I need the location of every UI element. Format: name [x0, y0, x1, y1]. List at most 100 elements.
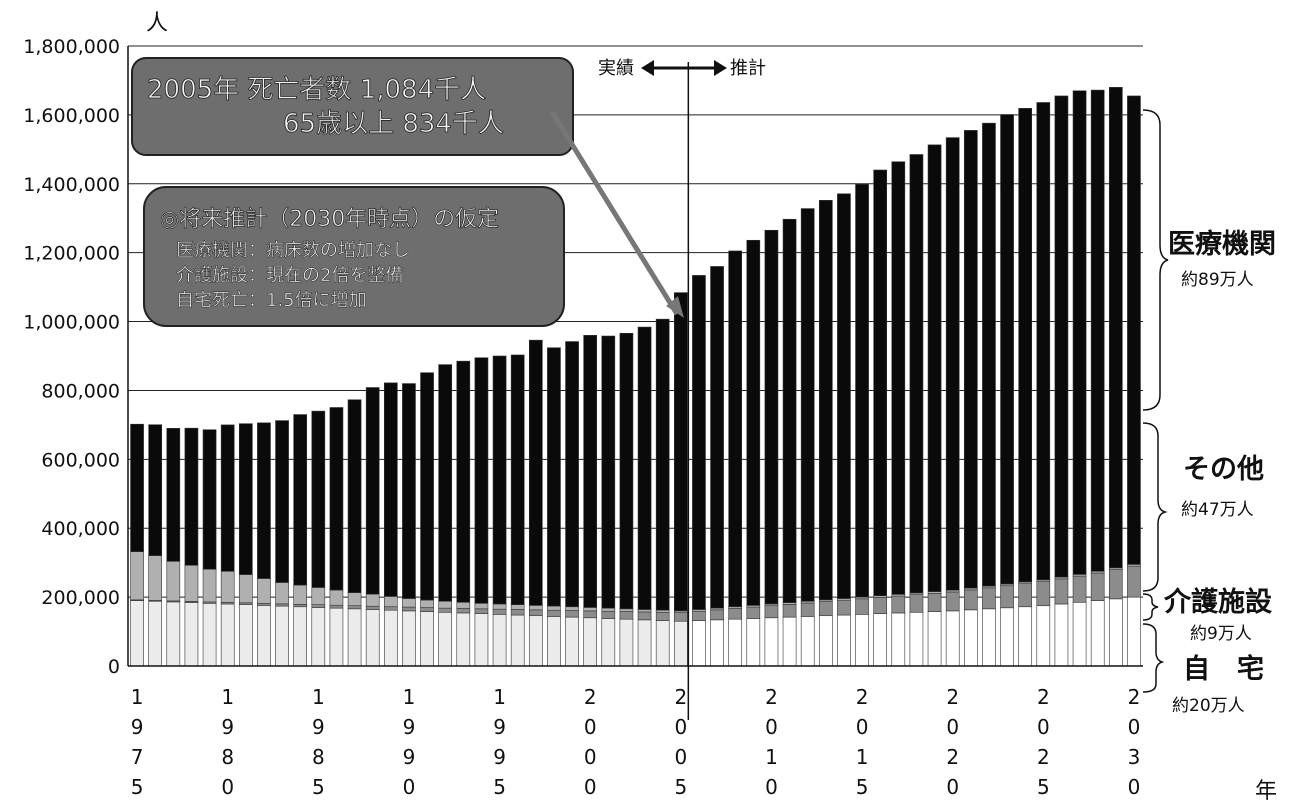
bar-医療機関-2007: [710, 266, 724, 609]
bar-その他-1977: [166, 560, 181, 602]
y-tick-label: 1,800,000: [23, 36, 120, 58]
bar-介護施設-2000: [583, 610, 598, 619]
bar-その他-1991: [420, 599, 434, 608]
split-label-actual: 実績: [598, 58, 634, 79]
split-arrow-right-icon: [714, 60, 727, 76]
bar-医療機関-1982: [257, 422, 271, 579]
bar-介護施設-2023: [1000, 585, 1014, 609]
y-tick-label: 600,000: [41, 449, 120, 471]
bar-自宅-2015: [855, 614, 869, 667]
bar-医療機関-1986: [329, 407, 344, 591]
bar-介護施設-2015: [855, 598, 869, 615]
bar-医療機関-1997: [528, 339, 543, 606]
bar-自宅-1991: [420, 611, 434, 667]
y-tick-label: 400,000: [41, 518, 120, 540]
bar-その他-1990: [402, 598, 416, 608]
bar-自宅-2017: [891, 612, 906, 667]
bar-医療機関-2025: [1036, 102, 1051, 581]
bar-医療機関-2027: [1072, 90, 1087, 575]
bar-介護施設-2029: [1108, 569, 1123, 600]
bar-介護施設-2010: [764, 605, 779, 619]
bar-介護施設-2021: [963, 589, 978, 611]
bar-介護施設-1984: [293, 604, 308, 608]
bar-医療機関-2000: [583, 335, 598, 608]
bar-医療機関-2019: [927, 144, 942, 592]
bar-医療機関-2021: [963, 130, 978, 589]
bar-その他-1987: [347, 592, 362, 607]
bar-その他-1996: [510, 604, 525, 610]
bar-その他-1975: [130, 551, 144, 601]
bar-介護施設-2007: [710, 609, 724, 621]
bar-医療機関-1988: [365, 387, 380, 595]
split-arrow-left-icon: [641, 60, 654, 76]
bar-医療機関-2010: [764, 229, 779, 605]
bar-医療機関-2005: [673, 292, 688, 612]
bar-series: [130, 87, 1141, 667]
category-braces: [1142, 109, 1169, 693]
bar-医療機関-1980: [220, 424, 235, 572]
bar-介護施設-1992: [438, 607, 453, 613]
bar-介護施設-1986: [329, 604, 344, 609]
bar-自宅-2018: [909, 611, 924, 667]
bar-介護施設-1994: [474, 608, 489, 614]
bar-介護施設-2006: [692, 610, 706, 621]
bar-医療機関-1995: [492, 355, 507, 605]
bar-自宅-2005: [673, 620, 688, 667]
bar-自宅-1990: [402, 610, 416, 667]
bar-その他-1978: [184, 564, 199, 602]
bar-自宅-2013: [818, 615, 833, 667]
bar-自宅-2024: [1018, 606, 1033, 667]
bar-医療機関-2023: [1000, 114, 1014, 585]
bar-医療機関-2026: [1054, 95, 1069, 578]
bar-自宅-1997: [528, 615, 543, 667]
bar-介護施設-2025: [1036, 581, 1051, 607]
bar-医療機関-2024: [1018, 108, 1033, 583]
bar-自宅-1982: [257, 605, 271, 667]
bar-医療機関-1976: [148, 424, 163, 556]
bar-自宅-1994: [474, 613, 489, 667]
bar-その他-1981: [238, 574, 253, 604]
bar-介護施設-2001: [601, 610, 616, 619]
y-tick-label: 1,400,000: [23, 174, 120, 196]
bar-医療機関-2030: [1127, 95, 1141, 565]
category-sub-care: 約9万人: [1190, 624, 1252, 644]
bar-自宅-1999: [565, 616, 579, 667]
bar-医療機関-1994: [474, 357, 489, 604]
bar-その他-1986: [329, 589, 344, 606]
bar-自宅-1989: [383, 609, 398, 667]
bar-自宅-1977: [166, 601, 181, 667]
bar-医療機関-2029: [1108, 87, 1123, 569]
bar-医療機関-2022: [982, 122, 996, 587]
bar-医療機関-1998: [547, 347, 561, 607]
bar-自宅-2004: [655, 620, 670, 667]
annotation-box-2005: 2005年 死亡者数 1,084千人 65歳以上 834千人: [131, 57, 574, 156]
bar-介護施設-2014: [837, 599, 851, 616]
bar-医療機関-1989: [383, 382, 398, 597]
bar-自宅-2003: [637, 619, 652, 667]
bar-その他-1980: [220, 570, 235, 603]
annotation-box-assumptions-title: ◎将来推計（2030年時点）の仮定: [160, 207, 499, 232]
bar-その他-1992: [438, 600, 453, 609]
bar-医療機関-1981: [238, 423, 253, 575]
bar-介護施設-1988: [365, 605, 380, 610]
bar-介護施設-1983: [275, 603, 289, 607]
bar-介護施設-2027: [1072, 575, 1087, 603]
split-marker: 実績 推計: [598, 58, 766, 79]
bar-その他-1995: [492, 603, 507, 610]
bar-自宅-2019: [927, 611, 942, 667]
bar-自宅-1998: [547, 616, 561, 667]
bar-自宅-2009: [746, 618, 761, 667]
bar-その他-1983: [275, 582, 289, 605]
bar-介護施設-2016: [873, 597, 888, 614]
brace-care: [1142, 593, 1159, 621]
bar-介護施設-2004: [655, 611, 670, 621]
bar-自宅-2014: [837, 614, 851, 667]
bar-自宅-2008: [728, 618, 743, 667]
bar-自宅-2022: [982, 608, 996, 667]
